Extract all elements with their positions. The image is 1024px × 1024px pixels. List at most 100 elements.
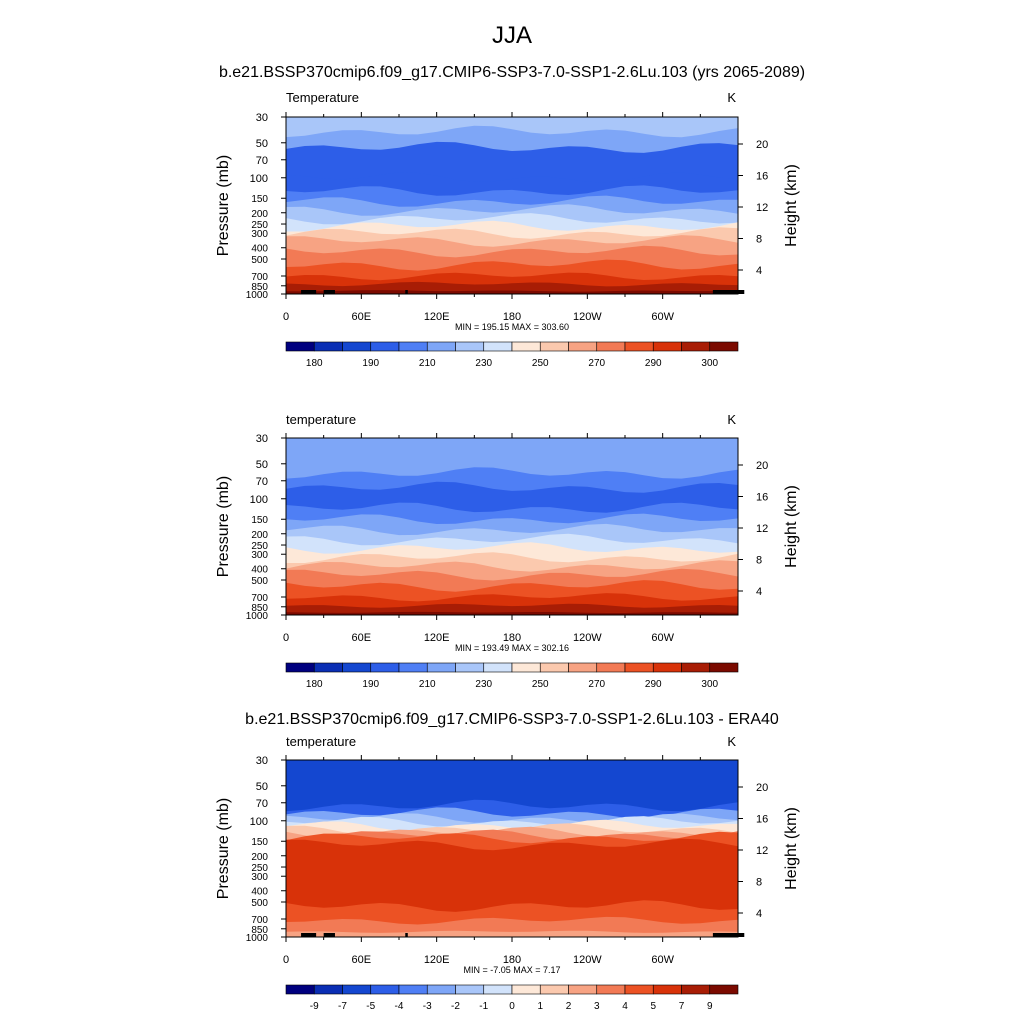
y-tick-label: 250 <box>251 541 268 552</box>
chart-panel-1: Temperature K 0 60E 120E 180 120W 60W 30 50 70 100 1… <box>215 90 800 369</box>
y-tick-label: 30 <box>256 755 268 767</box>
colorbar-swatch <box>370 984 400 995</box>
y2-tick-label: 16 <box>756 814 768 826</box>
colorbar-label: 190 <box>362 679 379 690</box>
variable-label: Temperature <box>286 90 359 105</box>
colorbar-swatch <box>624 341 654 352</box>
x-tick-label: 60E <box>352 311 372 323</box>
y-tick-label: 100 <box>250 173 268 185</box>
min-max-stats: MIN = -7.05 MAX = 7.17 <box>463 965 560 975</box>
colorbar-swatch <box>370 662 400 673</box>
colorbar-swatch <box>681 662 711 673</box>
y-tick-label: 1000 <box>246 611 269 622</box>
x-tick-label: 180 <box>503 311 521 323</box>
y2-tick-label: 20 <box>756 782 768 794</box>
colorbar-swatch <box>652 341 682 352</box>
colorbar-label: 0 <box>509 1001 515 1012</box>
colorbar-swatch <box>568 662 598 673</box>
x-tick-label: 60W <box>651 954 674 966</box>
x-tick-label: 120W <box>573 311 602 323</box>
y2-axis-label: Height (km) <box>783 485 800 568</box>
y2-tick-label: 20 <box>756 139 768 151</box>
colorbar-swatch <box>398 341 428 352</box>
terrain-mask <box>323 933 335 937</box>
y-axis-label: Pressure (mb) <box>215 798 232 899</box>
colorbar-swatch <box>313 984 343 995</box>
colorbar-swatch <box>342 984 372 995</box>
contour-band <box>286 930 738 937</box>
colorbar-swatch <box>426 662 456 673</box>
terrain-mask <box>405 933 408 937</box>
x-tick-label: 180 <box>503 954 521 966</box>
colorbar-label: 4 <box>622 1001 628 1012</box>
y2-tick-label: 16 <box>756 171 768 183</box>
x-tick-label: 120W <box>573 632 602 644</box>
y-tick-label: 850 <box>251 603 268 614</box>
colorbar-label: 180 <box>306 679 323 690</box>
figure-subtitle: b.e21.BSSP370cmip6.f09_g17.CMIP6-SSP3-7.… <box>218 64 806 81</box>
colorbar-swatch <box>539 984 569 995</box>
colorbar-label: 5 <box>650 1001 656 1012</box>
chart-panel-3: b.e21.BSSP370cmip6.f09_g17.CMIP6-SSP3-7.… <box>215 711 800 1012</box>
colorbar-label: 3 <box>594 1001 600 1012</box>
colorbar-swatch <box>285 984 315 995</box>
colorbar-swatch <box>511 984 541 995</box>
terrain-mask <box>301 933 317 937</box>
y-tick-label: 700 <box>251 272 268 283</box>
x-tick-label: 60E <box>352 954 372 966</box>
y2-tick-label: 4 <box>756 586 762 598</box>
colorbar-label: 230 <box>475 358 492 369</box>
colorbar-label: -5 <box>366 1001 375 1012</box>
min-max-stats: MIN = 193.49 MAX = 302.16 <box>455 643 569 653</box>
y-tick-label: 150 <box>251 194 268 205</box>
colorbar-swatch <box>370 341 400 352</box>
colorbar-swatch <box>652 984 682 995</box>
contour-band <box>286 290 738 294</box>
terrain-mask <box>712 933 745 937</box>
colorbar-label: 290 <box>645 358 662 369</box>
colorbar-label: 270 <box>588 679 605 690</box>
colorbar-swatch <box>483 662 513 673</box>
colorbar-swatch <box>596 984 626 995</box>
colorbar-label: -9 <box>310 1001 319 1012</box>
min-max-stats: MIN = 195.15 MAX = 303.60 <box>455 322 569 332</box>
y-axis-label: Pressure (mb) <box>215 476 232 577</box>
y2-tick-label: 4 <box>756 265 762 277</box>
variable-label: temperature <box>286 734 356 749</box>
colorbar-swatch <box>455 341 485 352</box>
colorbar-label: -4 <box>395 1001 404 1012</box>
colorbar-swatch <box>313 341 343 352</box>
y-tick-label: 200 <box>251 852 268 863</box>
y-tick-label: 100 <box>250 816 268 828</box>
y-tick-label: 850 <box>251 925 268 936</box>
terrain-mask <box>301 290 317 294</box>
colorbar-label: 180 <box>306 358 323 369</box>
colorbar-swatch <box>568 984 598 995</box>
colorbar-swatch <box>511 341 541 352</box>
y-tick-label: 50 <box>256 138 268 150</box>
variable-label: temperature <box>286 412 356 427</box>
y-tick-label: 1000 <box>246 290 269 301</box>
y-tick-label: 400 <box>251 565 268 576</box>
colorbar-swatch <box>483 341 513 352</box>
colorbar-swatch <box>285 662 315 673</box>
y-tick-label: 1000 <box>246 933 269 944</box>
y-tick-label: 150 <box>251 837 268 848</box>
y-tick-label: 250 <box>251 220 268 231</box>
colorbar-swatch <box>483 984 513 995</box>
colorbar-swatch <box>511 662 541 673</box>
contour-field <box>286 117 738 294</box>
colorbar-label: -2 <box>451 1001 460 1012</box>
y-tick-label: 70 <box>256 798 268 810</box>
y-tick-label: 30 <box>256 112 268 124</box>
colorbar-swatch <box>398 984 428 995</box>
y2-tick-label: 12 <box>756 202 768 214</box>
x-tick-label: 120W <box>573 954 602 966</box>
y-tick-label: 70 <box>256 476 268 488</box>
units-label: K <box>727 412 736 427</box>
colorbar-swatch <box>709 984 739 995</box>
y-tick-label: 400 <box>251 244 268 255</box>
colorbar-label: 250 <box>532 358 549 369</box>
y2-tick-label: 8 <box>756 877 762 889</box>
